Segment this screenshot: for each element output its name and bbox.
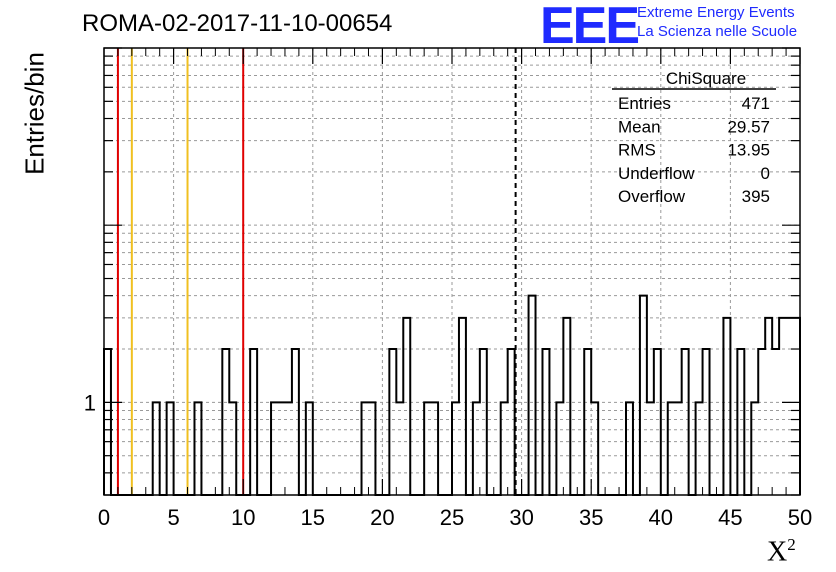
histogram-bin xyxy=(368,402,375,495)
stats-row-value: 0 xyxy=(761,164,770,183)
histogram-bin xyxy=(556,402,563,495)
histogram-bin xyxy=(793,318,800,495)
x-tick-label: 40 xyxy=(649,505,673,530)
stats-box: ChiSquare Entries 471 Mean 29.57 RMS 13.95 Und… xyxy=(612,69,776,206)
x-axis-label: X2 xyxy=(767,535,796,568)
histogram-bin xyxy=(153,402,160,495)
stats-row-label: Overflow xyxy=(618,187,686,206)
histogram-bin xyxy=(529,296,536,495)
axis-ticks xyxy=(103,47,801,496)
stats-row-value: 471 xyxy=(742,94,770,113)
histogram-bin xyxy=(591,402,598,495)
stats-row-label: RMS xyxy=(618,141,656,160)
histogram-bin xyxy=(668,402,675,495)
x-tick-label: 20 xyxy=(370,505,394,530)
stats-row-value: 13.95 xyxy=(727,141,770,160)
histogram-bin xyxy=(696,402,703,495)
x-tick-label: 30 xyxy=(509,505,533,530)
logo-text-line1: Extreme Energy Events xyxy=(637,4,795,21)
histogram-bin xyxy=(751,402,758,495)
stats-row-value: 29.57 xyxy=(727,117,770,136)
histogram-bin xyxy=(452,402,459,495)
reference-lines xyxy=(116,48,517,495)
histogram-bin xyxy=(229,402,236,495)
histogram-bin xyxy=(424,402,431,495)
x-tick-label: 15 xyxy=(301,505,325,530)
histogram-bin xyxy=(626,402,633,495)
histogram-bin xyxy=(501,402,508,495)
stats-row-value: 395 xyxy=(742,187,770,206)
y-tick-label: 1 xyxy=(84,390,96,415)
histogram-bin xyxy=(271,402,278,495)
histogram-bin xyxy=(765,318,772,495)
histogram-bin xyxy=(396,402,403,495)
x-tick-label: 50 xyxy=(788,505,812,530)
x-tick-label: 0 xyxy=(98,505,110,530)
histogram-bin xyxy=(431,402,438,495)
histogram-bin xyxy=(473,402,480,495)
stats-box-title: ChiSquare xyxy=(666,69,746,88)
histogram-bin xyxy=(563,318,570,495)
plot-title: ROMA-02-2017-11-10-00654 xyxy=(82,10,393,37)
histogram-bin xyxy=(362,402,369,495)
histogram-bin xyxy=(723,318,730,495)
x-tick-label: 10 xyxy=(231,505,255,530)
tick-labels: 0 5 10 15 20 25 30 35 40 45 50 1 xyxy=(84,390,812,530)
histogram-bin xyxy=(306,402,313,495)
histogram-bin xyxy=(640,296,647,495)
histogram-bin xyxy=(647,402,654,495)
eee-logo-icon: EEE xyxy=(540,0,640,55)
histogram-bin xyxy=(786,318,793,495)
stats-row-label: Underflow xyxy=(618,164,695,183)
histogram-bin xyxy=(194,402,201,495)
stats-row-label: Mean xyxy=(618,117,661,136)
histogram-bin xyxy=(459,318,466,495)
histogram-outline xyxy=(103,294,801,496)
logo-text-line2: La Scienza nelle Scuole xyxy=(637,23,798,40)
histogram-bin xyxy=(675,402,682,495)
histogram-bin xyxy=(403,318,410,495)
x-tick-label: 45 xyxy=(718,505,742,530)
histogram-bin xyxy=(285,402,292,495)
histogram-bins xyxy=(103,294,801,496)
x-tick-label: 5 xyxy=(167,505,179,530)
histogram-bin xyxy=(167,402,174,495)
histogram-bin xyxy=(278,402,285,495)
stats-row-label: Entries xyxy=(618,94,671,113)
x-tick-label: 35 xyxy=(579,505,603,530)
x-tick-label: 25 xyxy=(440,505,464,530)
histogram-bin xyxy=(779,318,786,495)
